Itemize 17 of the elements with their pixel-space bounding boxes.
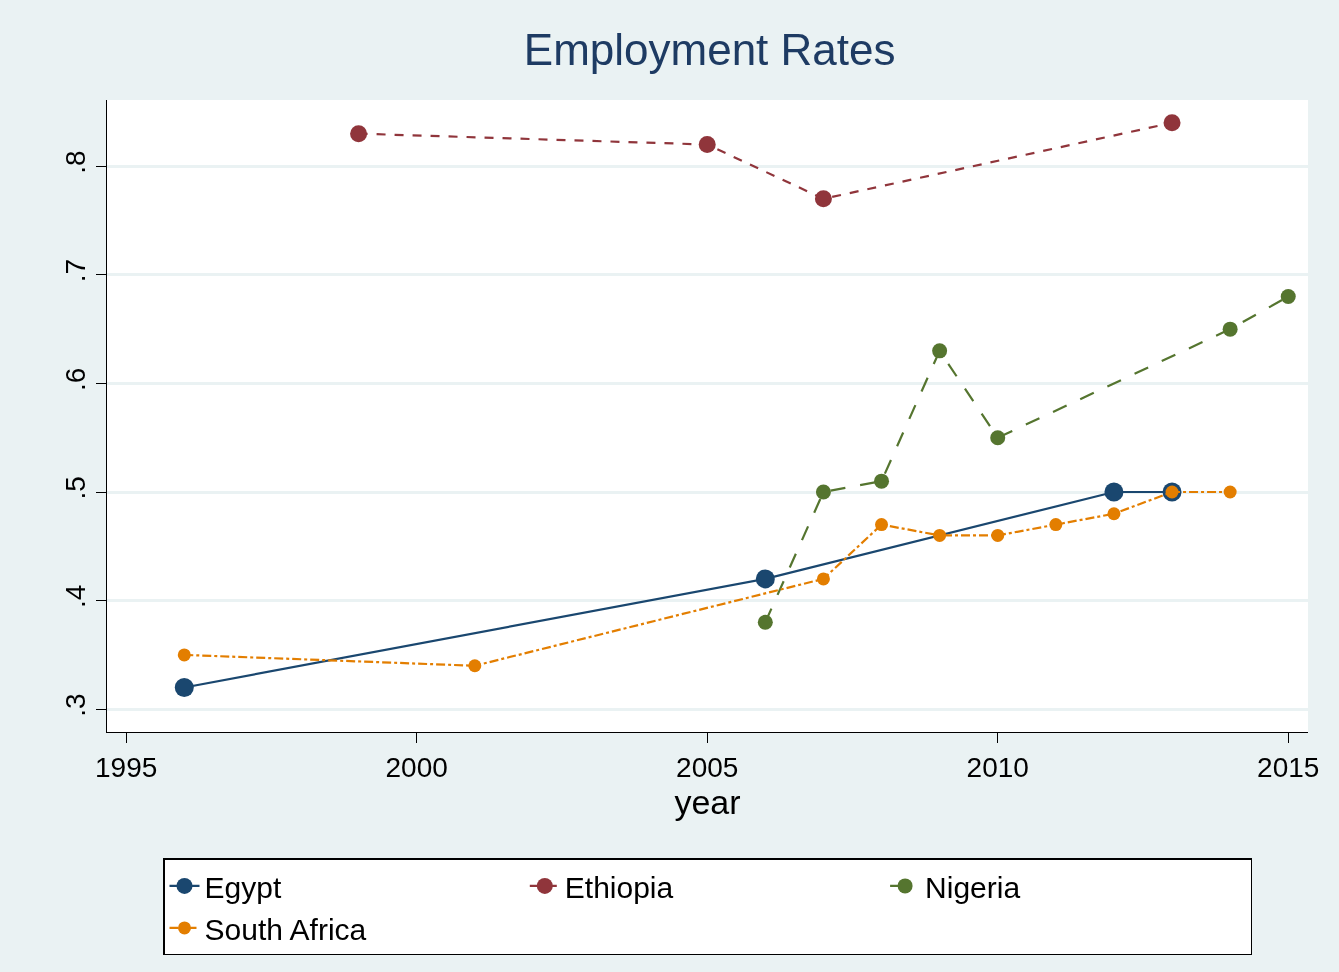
legend-label: South Africa: [204, 912, 367, 946]
chart-title: Employment Rates: [523, 24, 896, 74]
x-tick-label: 2015: [1257, 751, 1320, 783]
legend-label: Ethiopia: [564, 870, 674, 904]
legend-label: Egypt: [204, 870, 282, 904]
x-axis-title: year: [674, 782, 741, 821]
x-tick-label: 2000: [385, 751, 448, 783]
y-tick-label: .4: [59, 584, 91, 609]
x-tick-label: 1995: [95, 751, 158, 783]
y-tick-label: .6: [59, 367, 91, 391]
x-tick-label: 2010: [966, 751, 1029, 783]
x-tick-label: 2005: [676, 751, 739, 783]
y-tick-label: .8: [59, 150, 91, 174]
y-tick-label: .3: [59, 693, 91, 717]
legend-label: Nigeria: [925, 870, 1021, 904]
y-tick-label: .5: [59, 476, 91, 500]
y-tick-label: .7: [59, 258, 91, 283]
